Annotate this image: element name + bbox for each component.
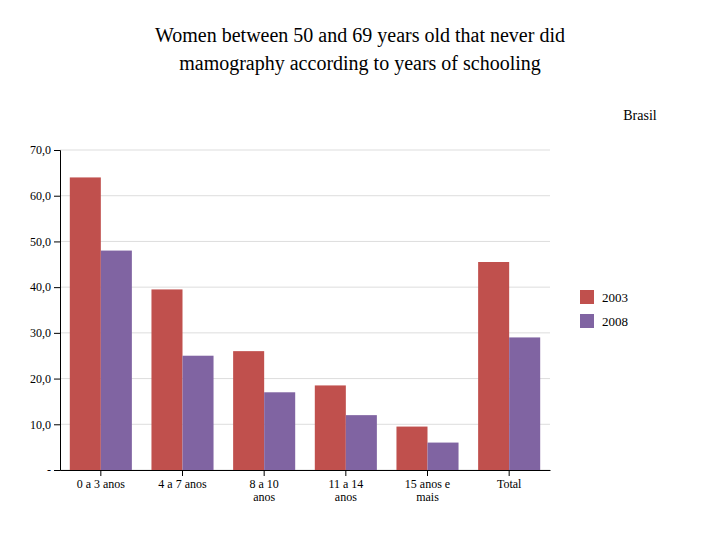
bar (478, 262, 509, 470)
bar (315, 385, 346, 470)
y-tick-label: 30,0 (30, 326, 51, 340)
y-tick-mark (54, 379, 60, 380)
grid-line (60, 332, 550, 333)
subtitle: mamography according to years of schooli… (179, 52, 541, 75)
x-tick-mark (509, 470, 510, 476)
y-axis-line (54, 151, 61, 471)
y-tick-mark (54, 150, 60, 151)
y-tick-mark (54, 470, 60, 471)
bar (346, 415, 377, 470)
bar (101, 251, 132, 470)
y-tick-label: 40,0 (30, 280, 51, 294)
grid-line (60, 195, 550, 196)
grid-line (60, 378, 550, 379)
bar-series (101, 251, 540, 470)
y-tick: - (47, 463, 60, 477)
y-tick: 20,0 (30, 372, 60, 386)
y-tick-mark (54, 333, 60, 334)
y-tick-label: 60,0 (30, 189, 51, 203)
bar (509, 337, 540, 470)
x-tick: Total (497, 470, 522, 491)
legend-swatch (580, 314, 594, 328)
x-tick: 11 a 14anos (328, 470, 363, 504)
legend-item: 2008 (580, 314, 628, 329)
x-tick-label: 15 anos emais (405, 477, 450, 505)
x-axis: 0 a 3 anos 4 a 7 anos 8 a 10anos 11 a 14ano… (61, 470, 551, 504)
grid-line (60, 241, 550, 242)
bars (70, 177, 540, 470)
grid-line (60, 287, 550, 288)
y-tick-mark (54, 287, 60, 288)
y-tick: 70,0 (30, 143, 60, 157)
annotation: Brasil (623, 108, 657, 123)
y-tick: 30,0 (30, 326, 60, 340)
x-tick-mark (264, 470, 265, 476)
legend-label: 2008 (602, 314, 628, 329)
y-tick-label: - (47, 463, 51, 477)
x-tick: 8 a 10anos (250, 470, 279, 504)
plot: - 10,0 20,0 30,0 40,0 50,0 60,0 70,0 0 a 3 anos 4… (30, 143, 551, 504)
bar (396, 427, 427, 470)
x-tick-mark (345, 470, 346, 476)
bar (233, 351, 264, 470)
title: Women between 50 and 69 years old that n… (155, 24, 565, 47)
y-tick-label: 10,0 (30, 418, 51, 432)
y-tick: 10,0 (30, 418, 60, 432)
legend: 2003 2008 (580, 290, 628, 329)
chart: Women between 50 and 69 years old that n… (0, 0, 720, 540)
y-tick-mark (54, 424, 60, 425)
x-tick-label: Total (497, 477, 522, 491)
x-tick-label: 4 a 7 anos (158, 477, 207, 491)
y-tick: 50,0 (30, 235, 60, 249)
y-tick-mark (54, 196, 60, 197)
x-tick-mark (427, 470, 428, 476)
legend-item: 2003 (580, 290, 628, 305)
bar (183, 356, 214, 470)
x-tick-label: 0 a 3 anos (77, 477, 126, 491)
x-axis-line (61, 470, 551, 471)
y-tick-label: 50,0 (30, 235, 51, 249)
x-tick: 15 anos emais (405, 470, 450, 504)
legend-swatch (580, 290, 594, 304)
y-axis: - 10,0 20,0 30,0 40,0 50,0 60,0 70,0 (30, 143, 61, 477)
x-tick-mark (100, 470, 101, 476)
x-tick-mark (182, 470, 183, 476)
x-tick: 0 a 3 anos (77, 470, 126, 491)
x-tick: 4 a 7 anos (158, 470, 207, 491)
grid-line (60, 150, 550, 151)
y-tick: 60,0 (30, 189, 60, 203)
y-tick-mark (54, 241, 60, 242)
bar (151, 289, 182, 470)
grid (60, 150, 550, 470)
bar (264, 392, 295, 470)
y-tick-label: 20,0 (30, 372, 51, 386)
grid-line (60, 470, 550, 471)
x-tick-label: 11 a 14anos (328, 477, 363, 505)
bar-series (70, 177, 509, 470)
legend-label: 2003 (602, 290, 628, 305)
y-tick-label: 70,0 (30, 143, 51, 157)
bar (70, 177, 101, 470)
y-tick: 40,0 (30, 280, 60, 294)
bar (428, 443, 459, 470)
x-tick-label: 8 a 10anos (250, 477, 279, 505)
grid-line (60, 424, 550, 425)
